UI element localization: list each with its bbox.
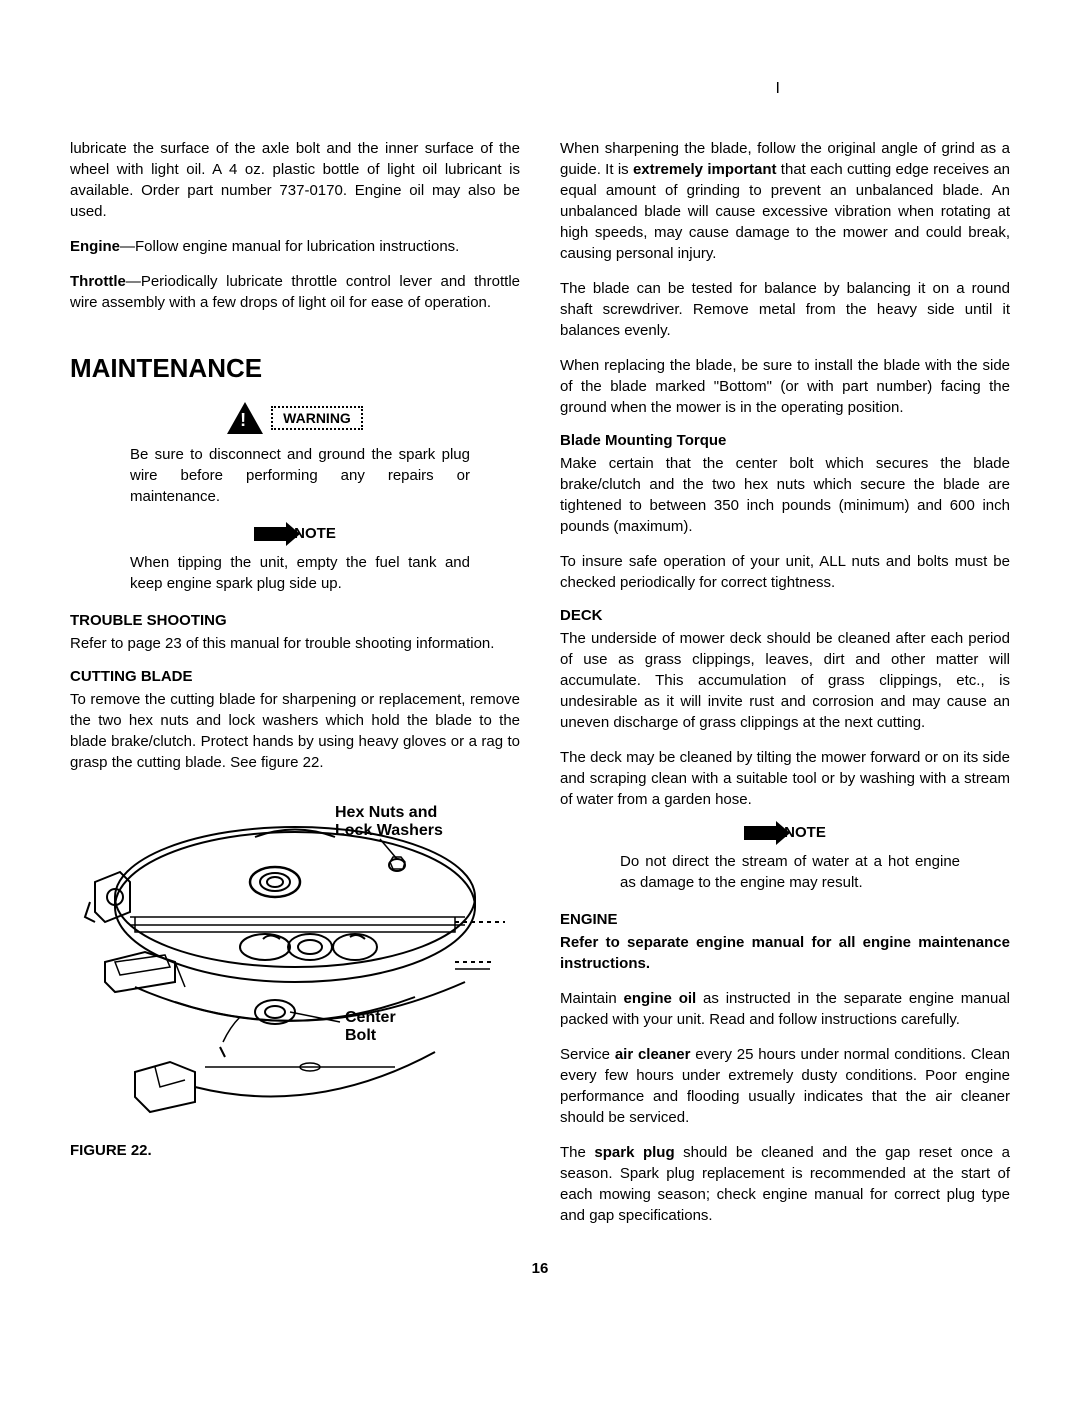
torque-para1: Make certain that the center bolt which … [560, 453, 1010, 537]
deck-para2: The deck may be cleaned by tilting the m… [560, 747, 1010, 810]
balance-para: The blade can be tested for balance by b… [560, 278, 1010, 341]
torque-para2: To insure safe operation of your unit, A… [560, 551, 1010, 593]
deck-para1: The underside of mower deck should be cl… [560, 628, 1010, 733]
tick-marks: I [70, 80, 1010, 98]
center-label: Center [345, 1009, 396, 1026]
warning-triangle-icon [227, 402, 263, 434]
hex-nuts-label-line1: Hex Nuts and [335, 804, 437, 821]
air-cleaner-a: Service [560, 1046, 615, 1063]
bolt-label: Bolt [345, 1027, 377, 1044]
engine-text: —Follow engine manual for lubrication in… [120, 238, 459, 255]
hex-nuts-label-line2: Lock Washers [335, 822, 443, 839]
spark-plug-a: The [560, 1144, 594, 1161]
warning-box: WARNING [70, 402, 520, 434]
engine-para: Engine—Follow engine manual for lubricat… [70, 236, 520, 257]
engine-oil-para: Maintain engine oil as instructed in the… [560, 988, 1010, 1030]
engine-title: ENGINE [560, 911, 1010, 928]
note-text-right: Do not direct the stream of water at a h… [560, 851, 1010, 893]
sharpen-para: When sharpening the blade, follow the or… [560, 138, 1010, 264]
sharpen-bold: extremely important [633, 161, 777, 178]
arrow-icon [254, 527, 288, 541]
engine-oil-bold: engine oil [624, 990, 697, 1007]
cutting-para: To remove the cutting blade for sharpeni… [70, 689, 520, 773]
trouble-para: Refer to page 23 of this manual for trou… [70, 633, 520, 654]
note-label-right: NOTE [784, 824, 826, 841]
right-column: When sharpening the blade, follow the or… [560, 138, 1010, 1240]
install-para: When replacing the blade, be sure to ins… [560, 355, 1010, 418]
throttle-text: —Periodically lubricate throttle control… [70, 273, 520, 311]
engine-oil-a: Maintain [560, 990, 624, 1007]
note-box-right: NOTE [560, 824, 1010, 841]
engine-bold-para: Refer to separate engine manual for all … [560, 932, 1010, 974]
figure-22-svg: Hex Nuts and Lock Washers Center Bolt [70, 787, 520, 1127]
note-text-left: When tipping the unit, empty the fuel ta… [70, 552, 520, 594]
page-content: lubricate the surface of the axle bolt a… [70, 138, 1010, 1240]
throttle-para: Throttle—Periodically lubricate throttle… [70, 271, 520, 313]
spark-plug-bold: spark plug [594, 1144, 674, 1161]
note-box-left: NOTE [70, 525, 520, 542]
note-label-left: NOTE [294, 525, 336, 542]
spark-plug-para: The spark plug should be cleaned and the… [560, 1142, 1010, 1226]
warning-label: WARNING [271, 406, 363, 430]
figure-22: Hex Nuts and Lock Washers Center Bolt FI… [70, 787, 520, 1159]
lubricate-para: lubricate the surface of the axle bolt a… [70, 138, 520, 222]
air-cleaner-bold: air cleaner [615, 1046, 691, 1063]
deck-title: DECK [560, 607, 1010, 624]
warning-text: Be sure to disconnect and ground the spa… [70, 444, 520, 507]
page-number: 16 [70, 1260, 1010, 1277]
engine-bold: Engine [70, 238, 120, 255]
figure-caption: FIGURE 22. [70, 1142, 520, 1159]
trouble-title: TROUBLE SHOOTING [70, 612, 520, 629]
arrow-icon-right [744, 826, 778, 840]
maintenance-title: MAINTENANCE [70, 353, 520, 384]
throttle-bold: Throttle [70, 273, 126, 290]
torque-title: Blade Mounting Torque [560, 432, 1010, 449]
cutting-title: CUTTING BLADE [70, 668, 520, 685]
air-cleaner-para: Service air cleaner every 25 hours under… [560, 1044, 1010, 1128]
left-column: lubricate the surface of the axle bolt a… [70, 138, 520, 1240]
